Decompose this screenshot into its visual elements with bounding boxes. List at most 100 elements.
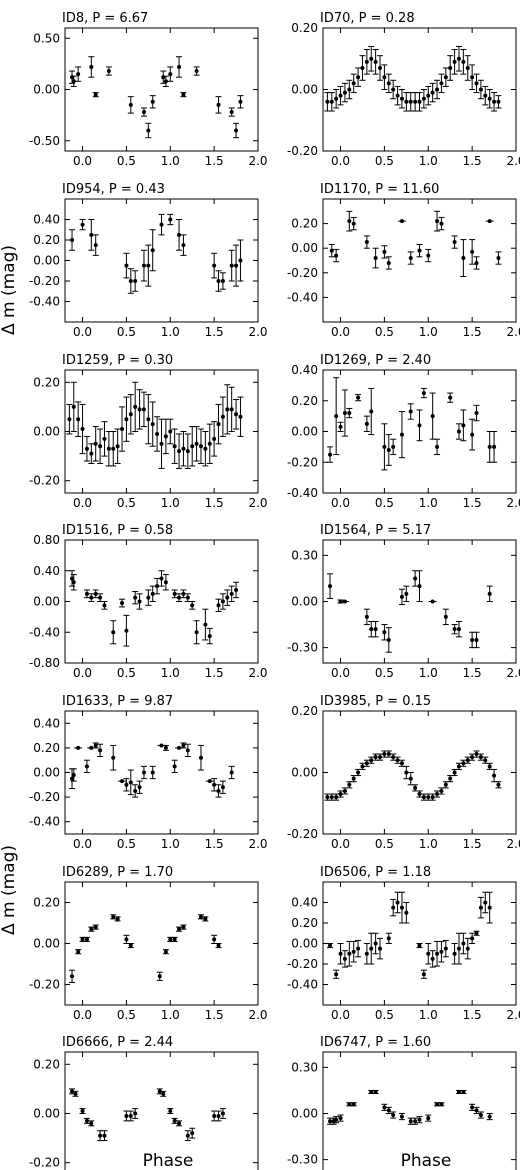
data-point bbox=[478, 905, 483, 910]
data-point bbox=[146, 595, 151, 600]
data-point bbox=[190, 444, 195, 449]
data-point bbox=[80, 222, 85, 227]
data-point bbox=[421, 391, 426, 396]
data-point bbox=[391, 87, 396, 92]
data-point bbox=[329, 795, 334, 800]
data-point bbox=[71, 772, 76, 777]
data-point bbox=[141, 407, 146, 412]
data-point bbox=[347, 411, 352, 416]
data-point bbox=[417, 943, 422, 948]
data-point bbox=[351, 949, 356, 954]
panel-13: ID6666, P = 2.440.00.51.01.52.0-0.200.00… bbox=[29, 1035, 259, 1170]
data-point bbox=[328, 943, 333, 948]
data-point bbox=[102, 603, 107, 608]
data-point bbox=[408, 776, 413, 781]
data-point bbox=[120, 427, 125, 432]
data-point bbox=[84, 446, 89, 451]
data-point bbox=[67, 417, 72, 422]
data-point bbox=[133, 404, 138, 409]
y-tick-label: -0.40 bbox=[287, 486, 318, 500]
data-point bbox=[399, 219, 404, 224]
data-point bbox=[369, 758, 374, 763]
data-point bbox=[360, 764, 365, 769]
data-point bbox=[212, 1113, 217, 1118]
data-point bbox=[328, 584, 333, 589]
x-tick-label: 2.0 bbox=[248, 496, 267, 510]
data-point bbox=[408, 1119, 413, 1124]
data-point bbox=[155, 584, 160, 589]
panel-title: ID954, P = 0.43 bbox=[62, 182, 165, 197]
data-point bbox=[329, 248, 334, 253]
data-point bbox=[404, 591, 409, 596]
data-point bbox=[417, 1117, 422, 1122]
x-tick-label: 2.0 bbox=[506, 1008, 520, 1022]
y-tick-label: 0.20 bbox=[291, 704, 318, 718]
data-point bbox=[369, 1089, 374, 1094]
data-point bbox=[177, 595, 182, 600]
x-tick-label: 1.5 bbox=[463, 666, 482, 680]
data-point bbox=[80, 1109, 85, 1114]
data-point bbox=[207, 779, 212, 784]
data-point bbox=[225, 407, 230, 412]
data-point bbox=[347, 1102, 352, 1107]
data-point bbox=[133, 595, 138, 600]
data-point bbox=[386, 1108, 391, 1113]
x-tick-label: 2.0 bbox=[248, 325, 267, 339]
panel-7: ID1516, P = 0.58 0.0 0.5 1.0 1.5 2.0 -0.80 -0.4… bbox=[29, 523, 268, 680]
data-point bbox=[369, 627, 374, 632]
data-point bbox=[382, 249, 387, 254]
x-tick-label: 1.0 bbox=[161, 325, 180, 339]
data-point bbox=[456, 429, 461, 434]
x-tick-label: 1.0 bbox=[161, 837, 180, 851]
data-point bbox=[111, 630, 116, 635]
data-point bbox=[470, 249, 475, 254]
data-point bbox=[487, 1114, 492, 1119]
data-point bbox=[474, 931, 479, 936]
data-point bbox=[369, 56, 374, 61]
data-point bbox=[198, 755, 203, 760]
data-point bbox=[478, 755, 483, 760]
data-point bbox=[194, 441, 199, 446]
y-tick-label: 0.20 bbox=[291, 394, 318, 408]
y-tick-label: 0.40 bbox=[291, 896, 318, 910]
y-tick-label: -0.20 bbox=[29, 790, 60, 804]
x-tick-label: 0.5 bbox=[375, 496, 394, 510]
x-tick-label: 1.5 bbox=[205, 837, 224, 851]
x-tick-label: 1.5 bbox=[463, 154, 482, 168]
data-point bbox=[334, 253, 339, 258]
data-point bbox=[356, 770, 361, 775]
panel-14: ID6747, P = 1.600.00.51.01.52.0-0.300.00… bbox=[287, 1035, 517, 1170]
data-point bbox=[177, 449, 182, 454]
data-point bbox=[364, 421, 369, 426]
data-point bbox=[172, 937, 177, 942]
data-point bbox=[483, 900, 488, 905]
data-point bbox=[203, 916, 208, 921]
data-point bbox=[461, 423, 466, 428]
data-point bbox=[128, 780, 133, 785]
data-point bbox=[106, 446, 111, 451]
panel-11: ID6289, P = 1.70 0.0 0.5 1.0 1.5 2.0 -0.20 0.00… bbox=[29, 865, 268, 1022]
x-tick-label: 2.0 bbox=[248, 154, 267, 168]
x-tick-label: 1.0 bbox=[161, 154, 180, 168]
data-point bbox=[439, 1102, 444, 1107]
y-tick-label: 0.00 bbox=[291, 1107, 318, 1121]
y-tick-label: -0.20 bbox=[287, 455, 318, 469]
data-point bbox=[487, 591, 492, 596]
x-tick-label: 0.0 bbox=[73, 666, 92, 680]
data-point bbox=[338, 424, 343, 429]
data-point bbox=[203, 446, 208, 451]
panel-8: ID1564, P = 5.17 0.0 0.5 1.0 1.5 2.0 -0.30 0.00… bbox=[287, 523, 520, 680]
data-point bbox=[157, 1089, 162, 1094]
data-point bbox=[229, 407, 234, 412]
data-point bbox=[185, 748, 190, 753]
data-point bbox=[146, 417, 151, 422]
data-point bbox=[80, 937, 85, 942]
y-tick-label: 0.20 bbox=[33, 375, 60, 389]
data-point bbox=[229, 770, 234, 775]
y-axis-label-bottom: Δ m (mag) bbox=[0, 845, 19, 935]
data-point bbox=[382, 630, 387, 635]
data-point bbox=[351, 81, 356, 86]
data-point bbox=[342, 788, 347, 793]
data-point bbox=[334, 972, 339, 977]
y-tick-label: 0.00 bbox=[291, 766, 318, 780]
